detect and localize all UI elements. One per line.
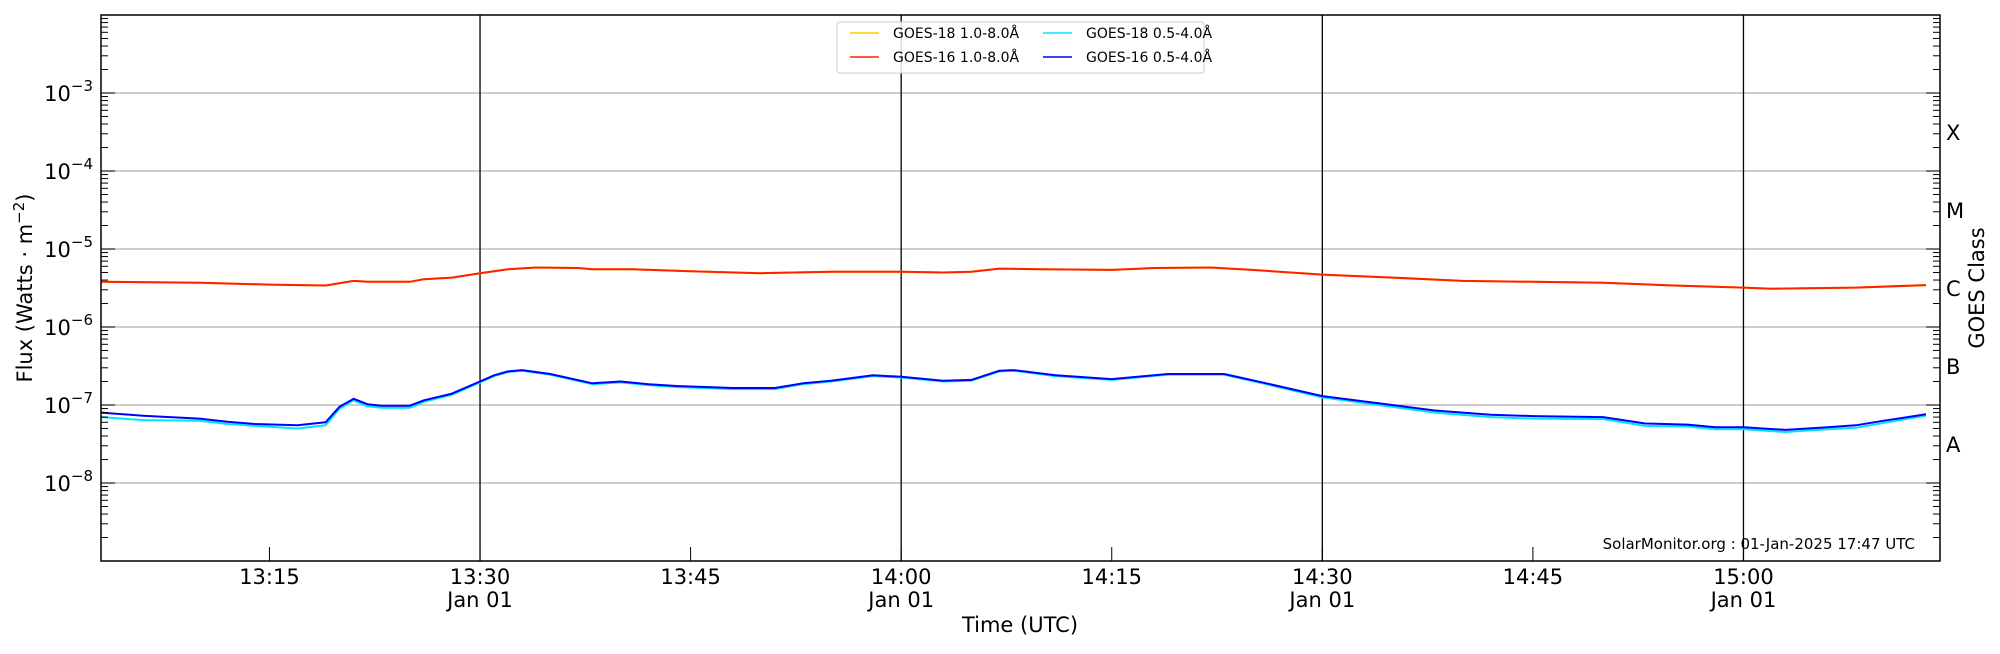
legend-label-3: GOES-16 0.5-4.0Å	[1086, 49, 1212, 66]
y-axis-label: Flux (Watts · m−2)	[10, 193, 37, 382]
axis-ticks	[101, 14, 1940, 562]
y-tick-label: 10−7	[44, 389, 93, 418]
goes-class-label-M: M	[1946, 199, 1964, 223]
y-tick-labels: 10−8 10−7 10−6 10−5 10−4 10−3	[44, 77, 93, 496]
series-line-1	[100, 266, 1927, 290]
x-tick-label: 15:00	[1713, 565, 1774, 589]
series-lines	[100, 266, 1927, 433]
y-tick-label: 10−8	[44, 467, 93, 496]
x-tick-date-label: Jan 01	[445, 588, 513, 612]
vertical-day-lines	[479, 15, 1745, 561]
goes-class-label-X: X	[1946, 121, 1960, 145]
goes-class-label-B: B	[1946, 355, 1960, 379]
y-tick-label: 10−4	[44, 155, 93, 184]
legend-label-0: GOES-18 1.0-8.0Å	[893, 25, 1019, 42]
goes-class-label-A: A	[1946, 433, 1961, 457]
right-y-axis-label: GOES Class	[1965, 227, 1989, 348]
x-tick-date-label: Jan 01	[1709, 588, 1777, 612]
goes-class-label-C: C	[1946, 277, 1961, 301]
series-line-3	[100, 369, 1927, 431]
x-axis-label: Time (UTC)	[961, 613, 1078, 637]
x-tick-label: 13:15	[239, 565, 300, 589]
goes-class-labels: A B C M X	[1946, 121, 1964, 457]
x-tick-date-label: Jan 01	[866, 588, 934, 612]
legend-label-1: GOES-16 1.0-8.0Å	[893, 49, 1019, 66]
x-tick-label: 13:45	[660, 565, 721, 589]
x-tick-label: 14:30	[1292, 565, 1353, 589]
y-tick-label: 10−6	[44, 311, 93, 340]
y-tick-label: 10−5	[44, 233, 93, 262]
legend-label-2: GOES-18 0.5-4.0Å	[1086, 25, 1212, 42]
x-tick-label: 14:45	[1503, 565, 1564, 589]
legend: GOES-18 1.0-8.0Å GOES-16 1.0-8.0Å GOES-18 …	[836, 21, 1212, 74]
x-tick-date-label: Jan 01	[1287, 588, 1355, 612]
x-tick-label: 13:30	[450, 565, 511, 589]
y-tick-label: 10−3	[44, 77, 93, 106]
x-tick-label: 14:15	[1081, 565, 1142, 589]
x-tick-label: 14:00	[871, 565, 932, 589]
legend-box	[836, 21, 1205, 74]
watermark-annotation: SolarMonitor.org : 01-Jan-2025 17:47 UTC	[1603, 535, 1915, 553]
plot-frame	[100, 14, 1941, 562]
